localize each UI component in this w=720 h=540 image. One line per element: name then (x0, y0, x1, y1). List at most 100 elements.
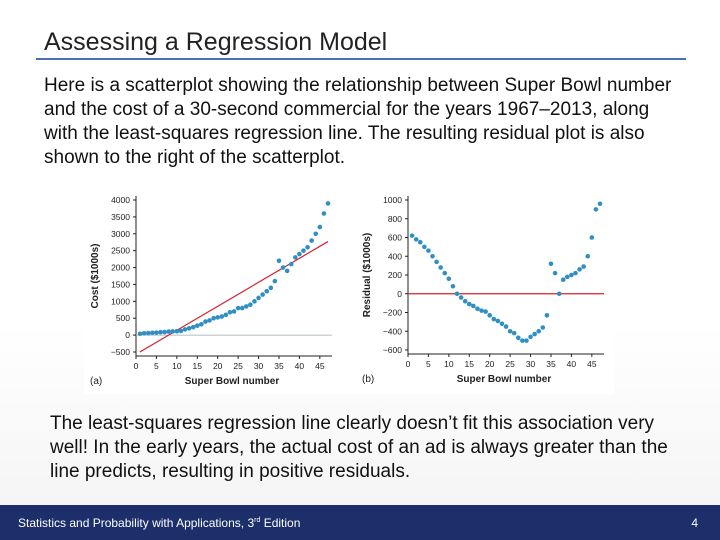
b-data-point (499, 321, 505, 327)
a-y-tick-label: 1500 (111, 279, 130, 289)
b-y-tick-label: 1000 (383, 195, 402, 205)
b-data-point (483, 309, 488, 314)
title-underline (36, 58, 686, 60)
a-data-point (182, 327, 188, 332)
b-data-point (569, 272, 574, 278)
b-data-point (589, 235, 595, 240)
a-data-point (297, 251, 302, 257)
a-x-axis-label: Super Bowl number (185, 376, 280, 387)
a-data-point (293, 255, 298, 260)
a-data-point (309, 238, 314, 243)
a-y-tick-label: 2000 (111, 263, 130, 273)
a-data-point (170, 329, 176, 334)
a-y-tick-label: 4000 (111, 195, 130, 205)
footer-book-title: Statistics and Probability with Applicat… (18, 516, 300, 530)
a-x-tick-label: 30 (254, 361, 264, 371)
b-x-tick-label: 5 (426, 359, 431, 369)
a-data-point (321, 211, 327, 216)
intro-paragraph: Here is a scatterplot showing the relati… (44, 75, 672, 168)
a-y-axis-label: Cost ($1000s) (90, 243, 101, 308)
a-x-tick-label: 15 (193, 361, 203, 371)
b-data-point (524, 338, 529, 343)
a-x-tick-label: 5 (154, 361, 159, 371)
a-data-point (203, 319, 208, 324)
a-data-point (272, 278, 278, 284)
b-data-point (573, 270, 578, 276)
b-x-tick-label: 15 (465, 359, 475, 369)
b-data-point (413, 237, 419, 242)
b-panel-label: (b) (362, 374, 374, 385)
b-data-point (536, 328, 542, 334)
a-y-tick-label: −500 (111, 347, 130, 357)
a-data-point (268, 285, 274, 291)
a-data-point (162, 329, 167, 335)
a-data-point (215, 315, 221, 320)
b-x-tick-label: 45 (587, 359, 597, 369)
b-y-tick-label: 0 (397, 289, 402, 299)
footer-book-text: Statistics and Probability with Applicat… (18, 516, 255, 530)
b-data-point (442, 270, 448, 276)
b-data-point (438, 265, 443, 270)
b-data-point (593, 207, 599, 212)
b-data-point (409, 233, 415, 238)
a-data-point (288, 261, 294, 267)
b-x-tick-label: 40 (567, 359, 577, 369)
b-data-point (520, 338, 525, 343)
a-data-point (235, 305, 241, 311)
b-data-point (540, 325, 546, 330)
a-data-point (190, 324, 196, 330)
a-data-point (219, 314, 225, 319)
b-y-tick-label: 600 (388, 233, 402, 243)
b-data-point (507, 328, 513, 334)
b-data-point (422, 244, 427, 250)
b-data-point (503, 324, 509, 329)
a-data-point (305, 244, 310, 250)
a-data-point (207, 318, 212, 323)
a-data-point (158, 329, 163, 335)
a-data-point (174, 328, 180, 334)
a-data-point (154, 330, 159, 335)
b-data-point (487, 313, 493, 318)
a-y-tick-label: 3500 (111, 212, 130, 222)
b-data-point (430, 253, 435, 259)
b-data-point (511, 330, 517, 336)
b-y-tick-label: −200 (383, 308, 402, 318)
b-data-point (581, 264, 586, 269)
footer-book-superscript: rd (254, 517, 261, 524)
b-y-tick-label: −400 (383, 326, 402, 336)
a-data-point (199, 322, 204, 327)
a-data-point (276, 258, 282, 264)
b-data-point (556, 291, 562, 297)
residual-plot-panel: −600 −400 −200 0 200 400 600 800 1000 0 5 10 15 20 25 3… (362, 195, 604, 385)
b-y-tick-label: 200 (388, 270, 402, 280)
a-data-point (325, 201, 331, 206)
b-x-tick-label: 25 (505, 359, 515, 369)
a-data-point (186, 326, 192, 331)
a-data-point (264, 288, 270, 294)
conclusion-paragraph: The least-squares regression line clearl… (50, 413, 668, 482)
a-data-point (211, 315, 216, 321)
a-data-point (166, 329, 171, 334)
b-x-tick-label: 0 (406, 359, 411, 369)
a-y-tick-label: 500 (116, 313, 130, 323)
b-data-point (577, 267, 582, 272)
a-x-tick-label: 35 (274, 361, 284, 371)
b-y-tick-label: −600 (383, 345, 402, 355)
a-data-point (141, 330, 147, 336)
b-data-point (528, 334, 533, 340)
b-data-point (417, 239, 423, 245)
a-data-point (178, 328, 184, 334)
a-data-point (280, 265, 286, 270)
footer-book-edition: Edition (260, 516, 301, 530)
a-data-point (239, 305, 245, 311)
b-data-point (548, 261, 554, 267)
a-data-point (223, 312, 229, 318)
a-data-point (256, 295, 261, 301)
b-data-point (560, 277, 566, 282)
a-x-tick-label: 45 (315, 361, 325, 371)
b-data-point (495, 318, 501, 324)
a-regression-line (139, 241, 329, 353)
figure-panel: −500 0 500 1000 1500 2000 2500 3000 3500 4000 0 5 10… (84, 188, 614, 394)
b-data-point (475, 306, 480, 312)
b-y-tick-label: 400 (388, 251, 402, 261)
